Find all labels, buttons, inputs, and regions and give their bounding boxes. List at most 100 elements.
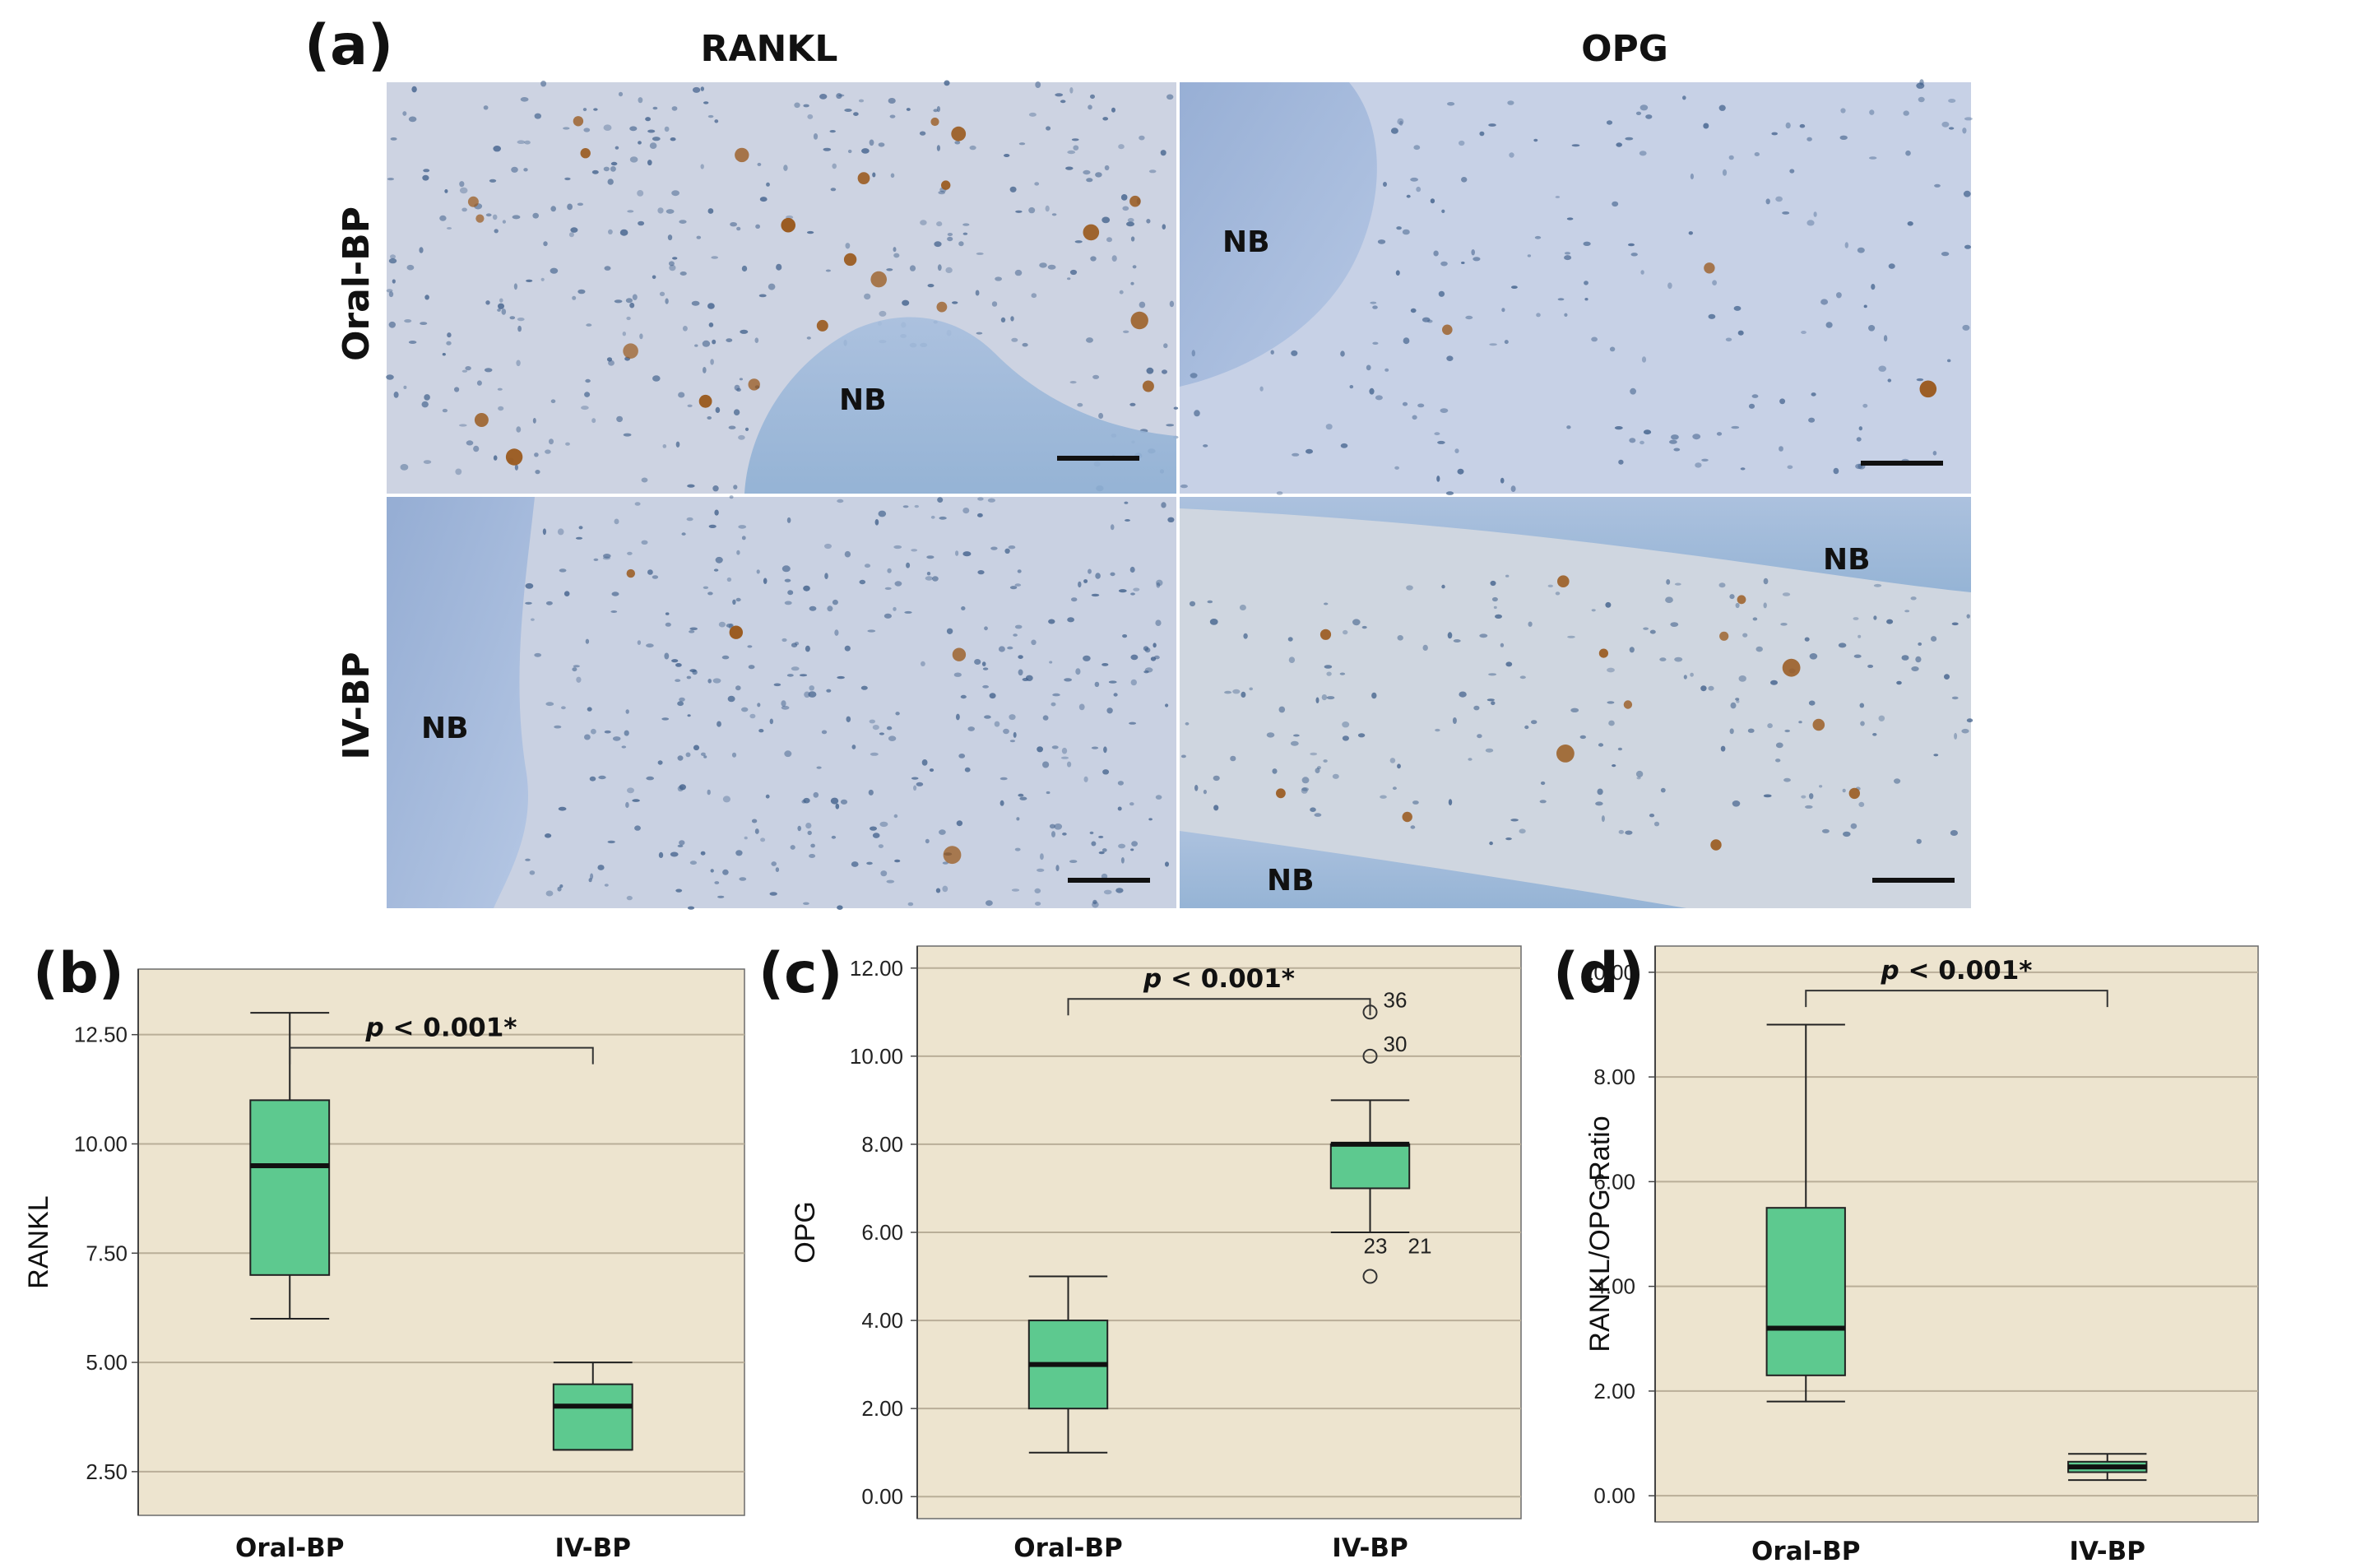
nucleus xyxy=(1342,721,1350,728)
nucleus xyxy=(847,149,852,154)
nucleus xyxy=(1748,403,1755,409)
nucleus xyxy=(408,116,417,123)
nucleus xyxy=(1798,721,1802,724)
nucleus xyxy=(1853,617,1859,620)
nucleus xyxy=(894,859,901,863)
nucleus xyxy=(824,573,828,579)
significance-bracket xyxy=(1805,990,2108,1008)
box-oral-bp xyxy=(249,1012,331,1320)
nucleus xyxy=(1115,888,1124,893)
nucleus xyxy=(513,283,518,290)
nucleus xyxy=(1422,644,1428,652)
boxplot-c: 0.00 2.00 4.00 6.00 8.00 10.00 12.00 Oral-BP IV-… xyxy=(758,941,1522,1563)
nucleus xyxy=(424,394,430,401)
nucleus xyxy=(1695,462,1702,468)
nucleus xyxy=(671,190,679,197)
nucleus xyxy=(744,836,748,840)
micrograph-opg-oral-bp: NB xyxy=(1180,79,1973,495)
nucleus xyxy=(893,247,897,253)
nucleus xyxy=(1752,617,1758,621)
nucleus xyxy=(1963,190,1971,197)
nucleus xyxy=(1931,636,1937,642)
nucleus xyxy=(516,426,522,433)
nucleus xyxy=(402,111,407,116)
nucleus xyxy=(794,102,800,109)
nucleus xyxy=(1630,253,1638,257)
nucleus xyxy=(1417,403,1425,408)
nucleus xyxy=(1598,743,1604,747)
nucleus xyxy=(531,618,535,621)
nucleus xyxy=(598,775,606,780)
nucleus xyxy=(721,655,730,660)
nucleus xyxy=(1410,308,1417,313)
nucleus xyxy=(784,578,791,582)
nucleus xyxy=(889,114,896,118)
nucleus xyxy=(1780,623,1788,626)
nucleus xyxy=(824,543,832,550)
nucleus xyxy=(870,826,877,831)
nucleus xyxy=(703,755,707,758)
nucleus xyxy=(1310,752,1318,756)
boxplot-panels: 2.50 5.00 7.50 10.00 12.50 Oral-BP IV-BP p < 0.… xyxy=(23,941,2259,1566)
nucleus xyxy=(864,293,871,300)
nucleus xyxy=(1789,169,1795,174)
nucleus xyxy=(612,736,621,741)
stained-cell xyxy=(573,116,584,127)
nucleus xyxy=(675,679,681,682)
nucleus xyxy=(390,254,396,259)
nucleus xyxy=(1213,775,1220,782)
nucleus xyxy=(1095,172,1102,178)
nucleus xyxy=(913,785,917,791)
nucleus xyxy=(1511,285,1518,289)
stained-cell xyxy=(1142,380,1154,392)
nucleus xyxy=(1018,669,1023,676)
nucleus xyxy=(1301,787,1308,794)
nucleus xyxy=(1384,368,1389,372)
nucleus xyxy=(927,284,935,288)
nucleus xyxy=(442,408,448,413)
stained-cell xyxy=(626,568,635,578)
stained-cell xyxy=(1812,718,1825,731)
nucleus xyxy=(1031,293,1037,299)
outlier-point xyxy=(1362,1269,1378,1284)
nucleus xyxy=(677,701,684,707)
category-label: IV-BP xyxy=(555,1533,632,1563)
nucleus xyxy=(1863,304,1867,308)
nucleus xyxy=(858,99,865,103)
panel-letter: (d) xyxy=(1553,941,1644,1006)
nucleus xyxy=(741,265,748,272)
nucleus xyxy=(572,667,577,672)
nucleus xyxy=(1629,647,1635,653)
nucleus xyxy=(1288,656,1296,663)
nucleus xyxy=(1055,865,1060,871)
nucleus xyxy=(1825,322,1833,328)
nucleus xyxy=(1729,594,1735,600)
nucleus xyxy=(1883,335,1888,342)
nucleus xyxy=(1479,633,1488,638)
nucleus xyxy=(960,694,967,699)
nucleus xyxy=(1570,707,1579,712)
nucleus xyxy=(1533,138,1538,142)
nucleus xyxy=(962,508,970,514)
nucleus xyxy=(878,510,887,517)
nucleus xyxy=(955,550,959,556)
iqr-box xyxy=(249,1099,331,1276)
nucleus xyxy=(976,252,984,255)
nucleus xyxy=(1618,829,1625,834)
nucleus xyxy=(493,146,501,152)
p-symbol: p xyxy=(1880,956,1899,986)
nucleus xyxy=(575,536,583,540)
nucleus xyxy=(1071,597,1078,602)
nucleus xyxy=(1660,787,1666,793)
nucleus xyxy=(758,294,767,298)
nucleus xyxy=(809,685,814,691)
stained-cell xyxy=(1320,629,1332,640)
nucleus xyxy=(691,300,700,306)
nucleus xyxy=(459,424,467,427)
nucleus xyxy=(906,108,911,111)
nucleus xyxy=(1862,403,1868,408)
nucleus xyxy=(1086,337,1093,343)
nucleus xyxy=(958,754,966,758)
nucleus xyxy=(1742,633,1748,638)
nucleus xyxy=(717,895,725,898)
